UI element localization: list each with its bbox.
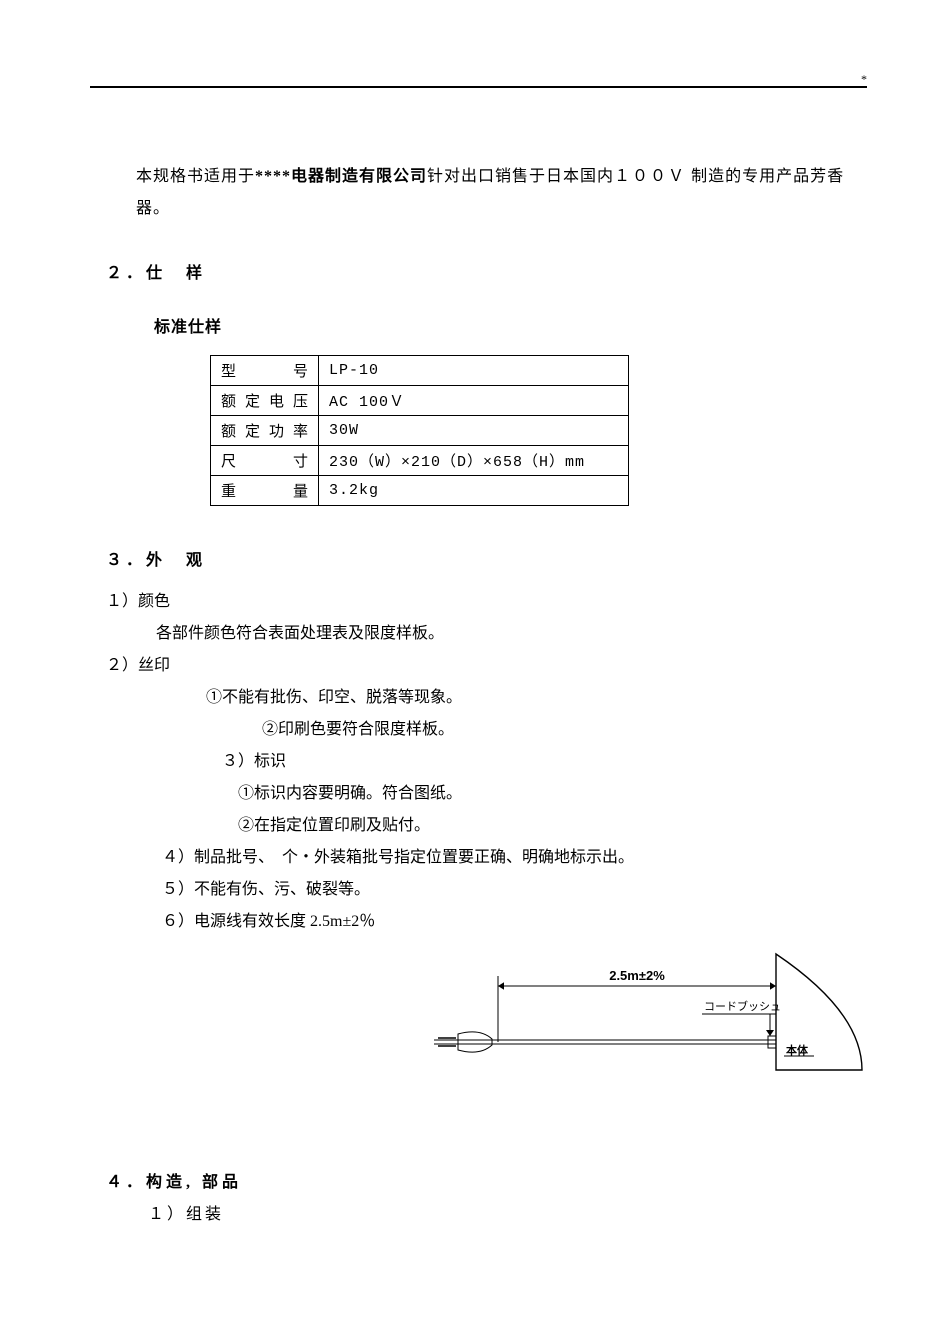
table-row: 额定电压 AC 100Ｖ [211, 386, 629, 416]
spec-val: 30W [319, 416, 629, 446]
section-4-title: 构造, 部品 [146, 1174, 242, 1191]
section-2-heading: ２．仕 样 [106, 259, 855, 283]
spec-key: 尺 寸 [211, 446, 319, 476]
header-rule [90, 86, 867, 88]
item-3-1-head: １）颜色 [106, 586, 855, 618]
item-3-1-body: 各部件颜色符合表面处理表及限度样板。 [156, 618, 855, 650]
section-4-heading: ４．构造, 部品 [106, 1168, 855, 1192]
spec-val: LP-10 [319, 356, 629, 386]
intro-paragraph: 本规格书适用于****电器制造有限公司针对出口销售于日本国内１００Ｖ 制造的专用… [136, 160, 855, 225]
item-3-3-head: ３）标识 [222, 746, 855, 778]
spec-table: 型 号 LP-10 额定电压 AC 100Ｖ 额定功率 30W 尺 寸 230（… [210, 355, 629, 506]
spec-key: 型 号 [211, 356, 319, 386]
section-3-title: 外 观 [146, 552, 206, 569]
intro-prefix: 本规格书适用于 [136, 168, 255, 185]
page-content: 本规格书适用于****电器制造有限公司针对出口销售于日本国内１００Ｖ 制造的专用… [106, 160, 855, 1224]
intro-mid: 针对出口销售于日本国内 [427, 168, 614, 185]
cord-diagram: 2.5m±2% コードブッシュ本体 [426, 950, 866, 1100]
cord-diagram-svg: 2.5m±2% コードブッシュ本体 [426, 950, 866, 1100]
spec-val: 230（W）×210（D）×658（H）mm [319, 446, 629, 476]
intro-volt: １００Ｖ [614, 166, 686, 185]
item-3-2-b: ②印刷色要符合限度样板。 [262, 714, 855, 746]
section-2-title: 仕 样 [146, 265, 206, 282]
item-3-3-b: ②在指定位置印刷及贴付。 [238, 810, 855, 842]
section-4-num: ４． [106, 1174, 146, 1191]
section-3-heading: ３．外 观 [106, 546, 855, 570]
section-4-sub: １）组装 [148, 1200, 855, 1224]
spec-val: 3.2kg [319, 476, 629, 506]
spec-key: 额定电压 [211, 386, 319, 416]
item-3-4: ４）制品批号、 个・外装箱批号指定位置要正确、明确地标示出。 [162, 842, 855, 874]
svg-text:コードブッシュ: コードブッシュ [704, 999, 781, 1013]
svg-text:2.5m±2%: 2.5m±2% [609, 968, 665, 983]
intro-company: ****电器制造有限公司 [255, 168, 427, 185]
page-marker: * [861, 72, 867, 87]
item-3-5: ５）不能有伤、污、破裂等。 [162, 874, 855, 906]
spec-key: 重 量 [211, 476, 319, 506]
section-2-sublabel: 标准仕样 [154, 313, 855, 337]
svg-text:本体: 本体 [786, 1043, 809, 1057]
item-3-6: ６）电源线有效长度 2.5m±2％ [162, 906, 855, 938]
spec-key: 额定功率 [211, 416, 319, 446]
section-3-num: ３． [106, 552, 146, 569]
table-row: 重 量 3.2kg [211, 476, 629, 506]
item-3-2-head: ２）丝印 [106, 650, 855, 682]
item-3-3-a: ①标识内容要明确。符合图纸。 [238, 778, 855, 810]
spec-val: AC 100Ｖ [319, 386, 629, 416]
table-row: 型 号 LP-10 [211, 356, 629, 386]
section-2-num: ２． [106, 265, 146, 282]
item-3-2-a: ①不能有批伤、印空、脱落等现象。 [206, 682, 855, 714]
table-row: 尺 寸 230（W）×210（D）×658（H）mm [211, 446, 629, 476]
table-row: 额定功率 30W [211, 416, 629, 446]
